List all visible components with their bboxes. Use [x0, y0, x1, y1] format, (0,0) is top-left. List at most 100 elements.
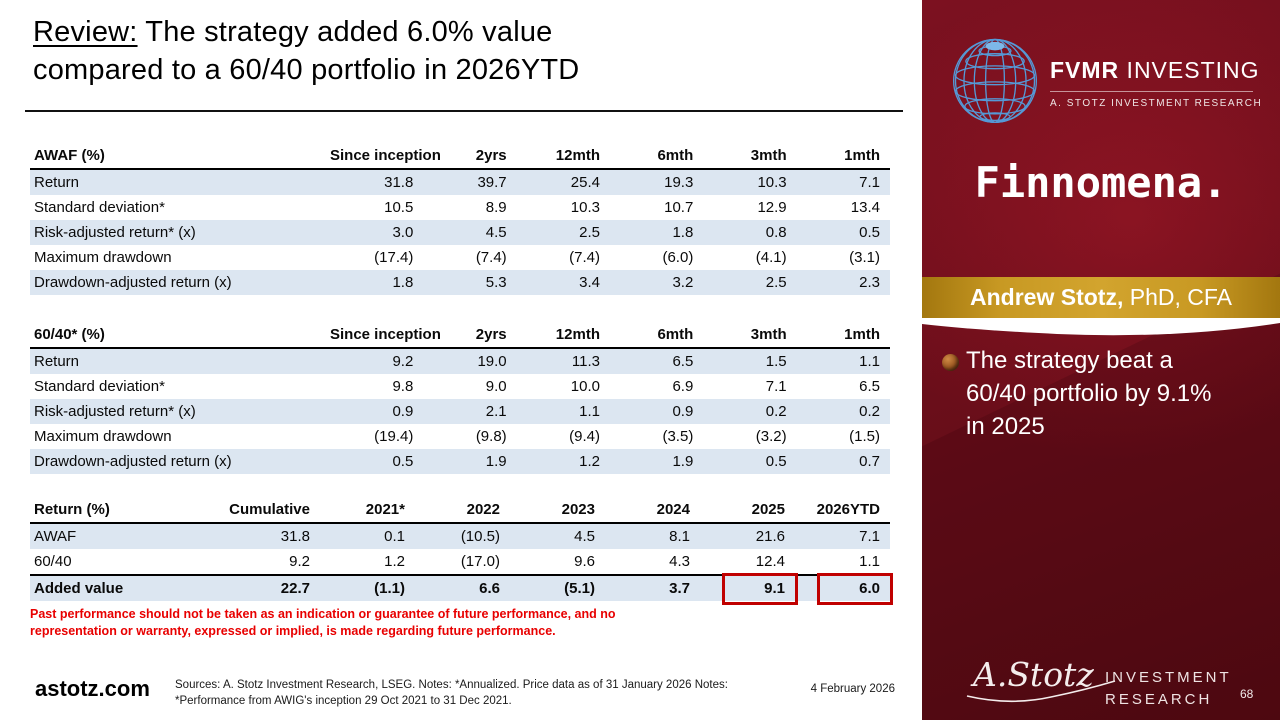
sidebar: FVMR INVESTING A. STOTZ INVESTMENT RESEA… — [922, 0, 1280, 720]
table-cell: 7.1 — [859, 174, 880, 191]
table-cell: 1.5 — [765, 353, 787, 370]
table-cell: 1.1 — [579, 403, 600, 420]
column-header: Since inception — [330, 322, 441, 349]
table-cell: 1.9 — [485, 453, 507, 470]
row-label: Risk-adjusted return* (x) — [34, 224, 196, 241]
table-cell: 7.1 — [765, 378, 787, 395]
table-row: Maximum drawdown (17.4) (7.4) (7.4) (6.0) (4.… — [30, 245, 890, 270]
brand-subtitle: A. STOTZ INVESTMENT RESEARCH — [1050, 98, 1263, 109]
table-row: Standard deviation* 10.5 8.9 10.3 10.7 12.9 13… — [30, 195, 890, 220]
website-label: astotz.com — [35, 676, 150, 701]
sources-line2: *Performance from AWIG's inception 29 Oc… — [175, 694, 512, 707]
table-cell: 0.9 — [672, 403, 694, 420]
table-cell: 7.1 — [859, 528, 880, 545]
page-title: Review: The strategy added 6.0% value co… — [33, 13, 903, 89]
table-row: Risk-adjusted return* (x) 0.9 2.1 1.1 0.9 0.2… — [30, 399, 890, 424]
table-cell: 2.5 — [579, 224, 600, 241]
key-point-line2: 60/40 portfolio by 9.1% — [966, 380, 1212, 407]
table-row: 60/40 9.2 1.2 (17.0) 9.6 4.3 12.4 1.1 — [30, 549, 890, 575]
table-cell: 19.0 — [477, 353, 507, 370]
table-cell: 1.1 — [859, 553, 880, 570]
table-row: Return 9.2 19.0 11.3 6.5 1.5 1.1 — [30, 348, 890, 374]
title-prefix: Review: — [33, 16, 138, 48]
column-header: 2025 — [700, 497, 795, 524]
table-cell: 2.5 — [765, 274, 787, 291]
table-cell: 4.5 — [574, 528, 595, 545]
table-cell: (1.1) — [320, 574, 415, 601]
table-cell: (9.8) — [475, 428, 507, 445]
table-cell: 6.5 — [672, 353, 694, 370]
row-label: AWAF — [34, 528, 77, 545]
author-banner: Andrew Stotz, PhD, CFA — [922, 277, 1280, 318]
highlight-box — [722, 573, 798, 605]
column-header: 2yrs — [423, 322, 517, 349]
table-cell: 0.8 — [765, 224, 787, 241]
table-cell: 9.8 — [392, 378, 414, 395]
column-header: 6mth — [609, 143, 704, 170]
table-cell: 1.8 — [392, 274, 414, 291]
table-cell: 10.5 — [384, 199, 414, 216]
table-cell: 31.8 — [280, 528, 310, 545]
column-header: 1mth — [796, 322, 890, 349]
header-row: AWAF (%) Since inception 2yrs 12mth 6mth 3mth… — [30, 143, 890, 170]
table-cell: 0.2 — [859, 403, 880, 420]
column-header: Return (%) — [30, 497, 200, 524]
column-header: Since inception — [330, 143, 441, 170]
table-cell: 0.2 — [765, 403, 787, 420]
table-cell: (3.2) — [755, 428, 787, 445]
table-cell: 10.3 — [757, 174, 787, 191]
table-cell: (4.1) — [755, 249, 787, 266]
disclaimer-text: Past performance should not be taken as … — [30, 607, 616, 638]
column-header: 6mth — [609, 322, 704, 349]
table-cell: 1.9 — [672, 453, 694, 470]
table-cell: (9.4) — [569, 428, 600, 445]
table-row: Risk-adjusted return* (x) 3.0 4.5 2.5 1.8 0.8… — [30, 220, 890, 245]
column-header: 3mth — [703, 143, 797, 170]
astotz-script-logo: A.Stotz — [966, 655, 1116, 703]
table-cell: 3.4 — [579, 274, 600, 291]
table-cell: (17.4) — [374, 249, 414, 266]
table-cell: 13.4 — [850, 199, 880, 216]
author-credentials: PhD, CFA — [1123, 284, 1232, 310]
globe-icon — [952, 38, 1038, 123]
table-cell: 3.0 — [392, 224, 414, 241]
partner-logo: Finnomena. — [974, 158, 1228, 207]
table-row: Return 31.8 39.7 25.4 19.3 10.3 7.1 — [30, 169, 890, 195]
row-label: Maximum drawdown — [34, 428, 172, 445]
column-header: 12mth — [516, 322, 610, 349]
brand-name-bold: FVMR — [1050, 57, 1120, 83]
sources-note: Sources: A. Stotz Investment Research, L… — [175, 678, 767, 709]
table-cell: 9.0 — [485, 378, 507, 395]
table-row: Drawdown-adjusted return (x) 1.8 5.3 3.4 3.2… — [30, 270, 890, 295]
highlight-box — [817, 573, 893, 605]
row-label: Standard deviation* — [34, 378, 165, 395]
portfolio-6040-performance-table: 60/40* (%) Since inception 2yrs 12mth 6mth 3m… — [30, 322, 890, 474]
column-header: AWAF (%) — [30, 143, 330, 170]
table-cell: 0.9 — [392, 403, 414, 420]
table-cell: 22.7 — [200, 574, 320, 601]
row-label: Drawdown-adjusted return (x) — [34, 274, 232, 291]
table-cell: 0.5 — [859, 224, 880, 241]
title-line2: compared to a 60/40 portfolio in 2026YTD — [33, 54, 580, 86]
table-cell: (5.1) — [510, 574, 605, 601]
key-point-line3: in 2025 — [966, 413, 1045, 440]
brand-block: FVMR INVESTING A. STOTZ INVESTMENT RESEA… — [1050, 57, 1262, 109]
table-cell: 4.5 — [485, 224, 507, 241]
table-cell: (19.4) — [374, 428, 414, 445]
ir-line2: RESEARCH — [1105, 691, 1213, 708]
table-cell: (3.1) — [849, 249, 880, 266]
title-divider — [25, 110, 903, 112]
table-cell: 9.6 — [574, 553, 595, 570]
table-cell: 6.9 — [672, 378, 694, 395]
author-name: Andrew Stotz, — [970, 284, 1124, 310]
annual-return-table: Return (%) Cumulative 2021* 2022 2023 2024 202… — [30, 497, 893, 605]
table-cell: 39.7 — [477, 174, 507, 191]
table-cell: 11.3 — [571, 353, 600, 370]
row-label: Risk-adjusted return* (x) — [34, 403, 196, 420]
globe-bullet-icon — [942, 354, 959, 371]
table-cell: 9.1 — [700, 573, 798, 605]
table-cell: 8.1 — [669, 528, 690, 545]
investment-research-label: INVESTMENT RESEARCH — [1105, 667, 1232, 711]
table-cell: 8.9 — [485, 199, 507, 216]
